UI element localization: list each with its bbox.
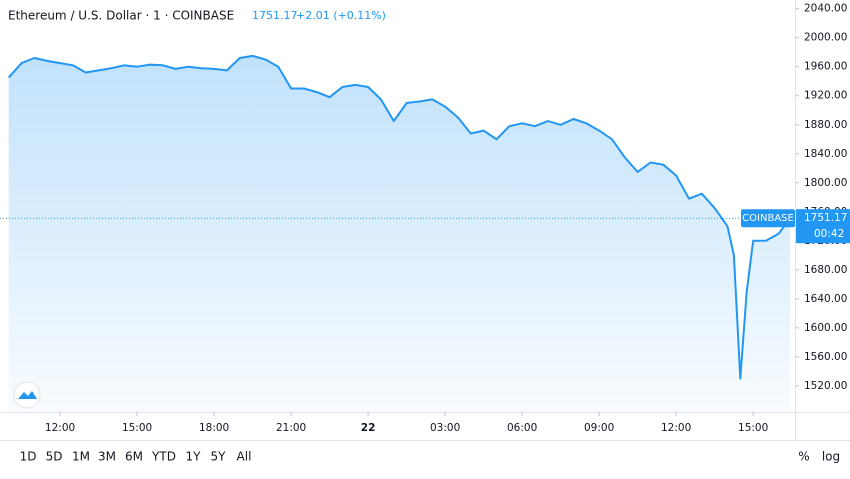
range-button[interactable]: 1M bbox=[72, 450, 90, 464]
x-tick-label: 15:00 bbox=[122, 422, 152, 434]
plot-area bbox=[0, 54, 795, 413]
x-tick-label: 12:00 bbox=[45, 422, 75, 434]
y-tick-label: 1680.00 bbox=[804, 264, 847, 276]
y-tick-label: 1920.00 bbox=[804, 90, 847, 102]
range-button[interactable]: 5D bbox=[46, 450, 63, 464]
price-badge bbox=[796, 209, 850, 244]
x-tick-label: 03:00 bbox=[430, 422, 460, 434]
y-tick-label: 1960.00 bbox=[804, 61, 847, 73]
y-tick-label: 2000.00 bbox=[804, 32, 847, 44]
y-tick-label: 1840.00 bbox=[804, 148, 847, 160]
x-tick-label: 09:00 bbox=[584, 422, 614, 434]
exchange-label: COINBASE bbox=[742, 213, 794, 224]
countdown-label: 00:42 bbox=[814, 228, 844, 240]
x-tick-label: 21:00 bbox=[276, 422, 306, 434]
last-price: 1751.17 bbox=[252, 9, 298, 22]
range-button[interactable]: 5Y bbox=[211, 450, 227, 464]
range-button[interactable]: YTD bbox=[151, 450, 176, 464]
y-tick-label: 1880.00 bbox=[804, 119, 847, 131]
range-button[interactable]: All bbox=[237, 450, 252, 464]
y-tick-label: 1800.00 bbox=[804, 177, 847, 189]
percent-button[interactable]: % bbox=[798, 450, 809, 464]
price-line bbox=[7, 54, 791, 380]
x-tick-label: 15:00 bbox=[738, 422, 768, 434]
range-button[interactable]: 6M bbox=[125, 450, 143, 464]
range-button[interactable]: 1D bbox=[20, 450, 37, 464]
y-tick-label: 1600.00 bbox=[804, 322, 847, 334]
price-badge-label: 1751.17 bbox=[804, 212, 847, 224]
area-fill bbox=[8, 55, 791, 413]
x-tick-label: 18:00 bbox=[199, 422, 229, 434]
log-button[interactable]: log bbox=[822, 450, 840, 464]
exchange-badge bbox=[741, 209, 795, 228]
logo[interactable] bbox=[13, 381, 41, 409]
y-tick-label: 1520.00 bbox=[804, 380, 847, 392]
price-change: +2.01 (+0.11%) bbox=[296, 9, 386, 22]
range-button[interactable]: 3M bbox=[98, 450, 116, 464]
x-tick-label: 12:00 bbox=[661, 422, 691, 434]
x-tick-label: 06:00 bbox=[507, 422, 537, 434]
range-button[interactable]: 1Y bbox=[186, 450, 202, 464]
y-tick-label: 1560.00 bbox=[804, 351, 847, 363]
x-tick-label: 22 bbox=[361, 422, 376, 434]
chart-title: Ethereum / U.S. Dollar · 1 · COINBASE bbox=[8, 9, 234, 23]
y-tick-label: 1640.00 bbox=[804, 293, 847, 305]
y-tick-label: 2040.00 bbox=[804, 3, 847, 15]
